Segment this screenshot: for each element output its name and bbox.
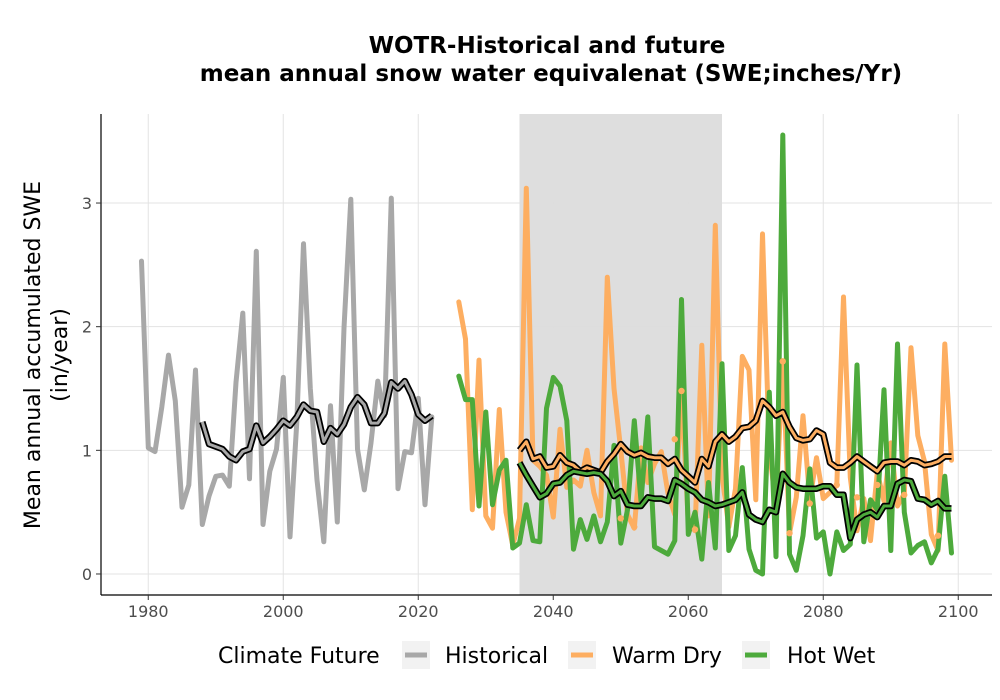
y-axis-ticks: 0 1 2 3: [82, 194, 101, 584]
chart-title-line1: WOTR-Historical and future: [369, 33, 726, 59]
point-warm-dry: [678, 387, 685, 395]
series-layer: [139, 132, 954, 577]
rolling-mean-line-historical: [200, 379, 433, 462]
x-axis-ticks: 1980 2000 2020 2040 2060 2080 2100: [128, 595, 979, 621]
point-warm-dry: [631, 523, 638, 531]
x-tick-label: 2100: [938, 602, 979, 621]
point-warm-dry: [786, 529, 793, 537]
x-tick-label: 2040: [533, 602, 574, 621]
legend-title: Climate Future: [218, 644, 380, 669]
point-warm-dry: [752, 447, 759, 454]
y-axis-title-line1: Mean annual accumulated SWE: [21, 181, 46, 529]
x-tick-label: 1980: [128, 602, 169, 621]
legend: Climate Future Historical Warm Dry Hot W…: [218, 641, 876, 669]
legend-label-hot-wet: Hot Wet: [787, 644, 876, 669]
series-line-warm-dry: [456, 185, 954, 553]
point-warm-dry: [901, 491, 908, 499]
point-warm-dry: [671, 436, 678, 443]
legend-label-historical: Historical: [445, 644, 548, 669]
series-line-historical: [139, 195, 435, 545]
series-line-hot-wet: [456, 132, 954, 577]
y-tick-label: 1: [82, 441, 92, 460]
point-warm-dry: [934, 532, 942, 539]
x-tick-label: 2080: [803, 602, 844, 621]
chart-title-line2: mean annual snow water equivalenat (SWE;…: [200, 61, 902, 87]
x-tick-label: 2060: [668, 602, 709, 621]
point-warm-dry: [779, 358, 786, 365]
y-tick-label: 2: [82, 318, 92, 337]
point-warm-dry: [833, 481, 840, 489]
point-warm-dry: [874, 481, 881, 489]
y-tick-label: 0: [82, 565, 92, 584]
legend-label-warm-dry: Warm Dry: [612, 644, 722, 669]
x-tick-label: 2020: [398, 602, 439, 621]
point-warm-dry: [853, 494, 861, 501]
point-warm-dry: [806, 500, 813, 507]
point-warm-dry: [691, 526, 699, 533]
y-axis-title-line2: (in/year): [48, 308, 73, 402]
plot-area: [101, 114, 992, 595]
rolling-mean-line-hot-wet: [518, 461, 952, 540]
x-tick-label: 2000: [263, 602, 304, 621]
rolling-mean-line-warm-dry: [518, 399, 952, 484]
point-warm-dry: [617, 515, 624, 522]
y-tick-label: 3: [82, 194, 92, 213]
